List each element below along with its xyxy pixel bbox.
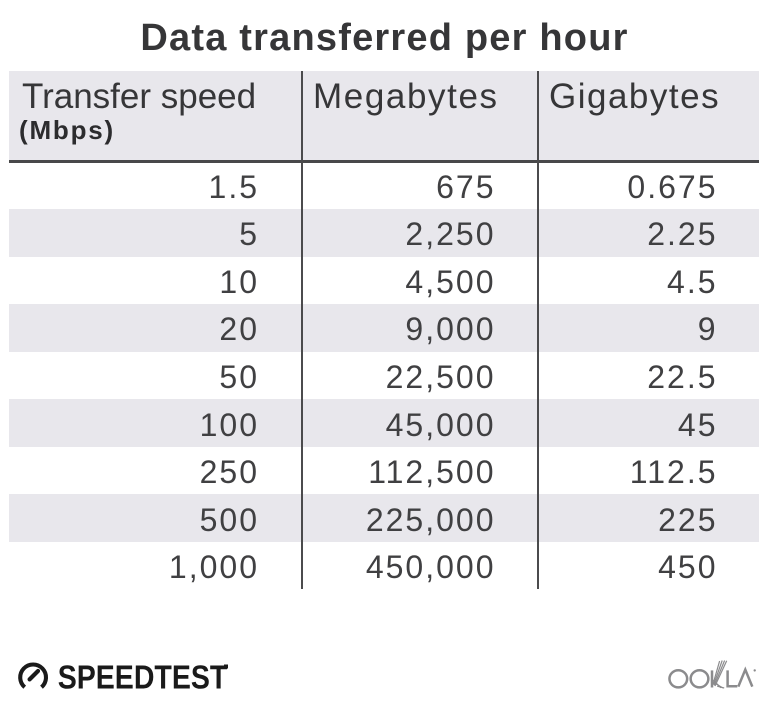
svg-text:SPEEDTEST: SPEEDTEST <box>58 659 228 696</box>
